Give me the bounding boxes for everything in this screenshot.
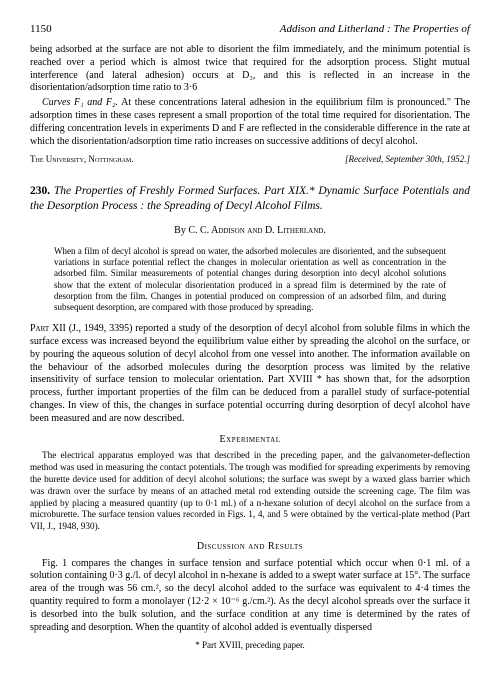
carryover-paragraph-1: being adsorbed at the surface are not ab… xyxy=(30,44,470,95)
page: 1150 Addison and Litherland : The Proper… xyxy=(0,0,500,681)
intro-body: XII (J., 1949, 3395) reported a study of… xyxy=(30,323,470,424)
received-date: [Received, September 30th, 1952.] xyxy=(345,154,470,166)
affiliation: The University, Nottingham. xyxy=(30,154,134,166)
article-number: 230. xyxy=(30,185,50,197)
byline-authors: C. C. Addison and D. Litherland. xyxy=(188,225,326,236)
page-number: 1150 xyxy=(30,22,52,36)
discussion-paragraph: Fig. 1 compares the changes in surface t… xyxy=(30,558,470,635)
article-title: 230. The Properties of Freshly Formed Su… xyxy=(30,184,470,215)
experimental-heading: Experimental xyxy=(30,434,470,447)
footnote: * Part XVIII, preceding paper. xyxy=(30,640,470,652)
intro-lead: Part xyxy=(30,323,49,334)
byline: By C. C. Addison and D. Litherland. xyxy=(30,225,470,238)
intro-paragraph: Part XII (J., 1949, 3395) reported a stu… xyxy=(30,323,470,425)
affiliation-row: The University, Nottingham. [Received, S… xyxy=(30,154,470,166)
discussion-heading: Discussion and Results xyxy=(30,541,470,554)
carryover-paragraph-2: Curves F₁ and F₂. At these concentration… xyxy=(30,97,470,148)
experimental-paragraph: The electrical apparatus employed was th… xyxy=(30,450,470,532)
abstract: When a film of decyl alcohol is spread o… xyxy=(54,246,446,314)
byline-by: By xyxy=(174,225,188,236)
curves-lead: Curves F₁ and F₂. xyxy=(42,97,118,108)
article-title-text: The Properties of Freshly Formed Surface… xyxy=(30,185,470,213)
running-title: Addison and Litherland : The Properties … xyxy=(280,22,470,36)
page-header: 1150 Addison and Litherland : The Proper… xyxy=(30,22,470,36)
